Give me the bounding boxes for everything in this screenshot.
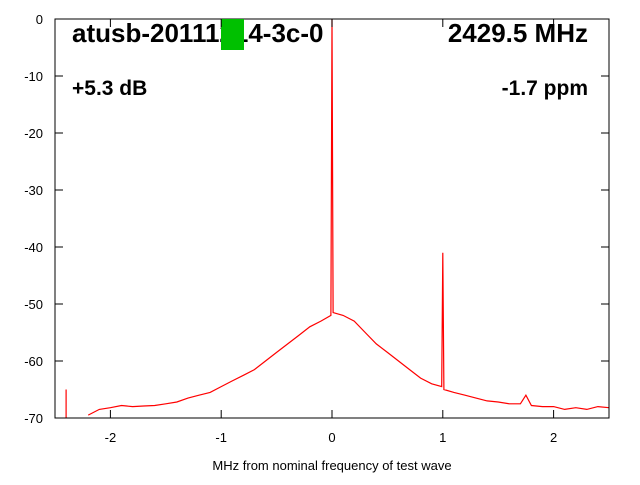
- y-tick-label: -10: [24, 69, 43, 84]
- y-tick-label: -50: [24, 297, 43, 312]
- x-tick-label: 1: [439, 430, 446, 445]
- spectrum-line: [65, 18, 610, 418]
- frequency-label: 2429.5 MHz: [448, 18, 588, 48]
- x-tick-label: -2: [105, 430, 117, 445]
- status-indicator: [221, 19, 244, 50]
- plot-area: [65, 18, 610, 418]
- x-axis-label: MHz from nominal frequency of test wave: [212, 458, 451, 473]
- y-tick-label: -70: [24, 411, 43, 426]
- y-tick-label: 0: [36, 12, 43, 27]
- x-tick-label: 0: [328, 430, 335, 445]
- y-tick-label: -60: [24, 354, 43, 369]
- chart-title: atusb-20111214-3c-0: [72, 18, 324, 48]
- x-tick-label: -1: [215, 430, 227, 445]
- ppm-label: -1.7 ppm: [502, 77, 588, 100]
- y-tick-label: -20: [24, 126, 43, 141]
- y-tick-label: -40: [24, 240, 43, 255]
- y-tick-label: -30: [24, 183, 43, 198]
- gain-label: +5.3 dB: [72, 77, 147, 100]
- x-tick-label: 2: [550, 430, 557, 445]
